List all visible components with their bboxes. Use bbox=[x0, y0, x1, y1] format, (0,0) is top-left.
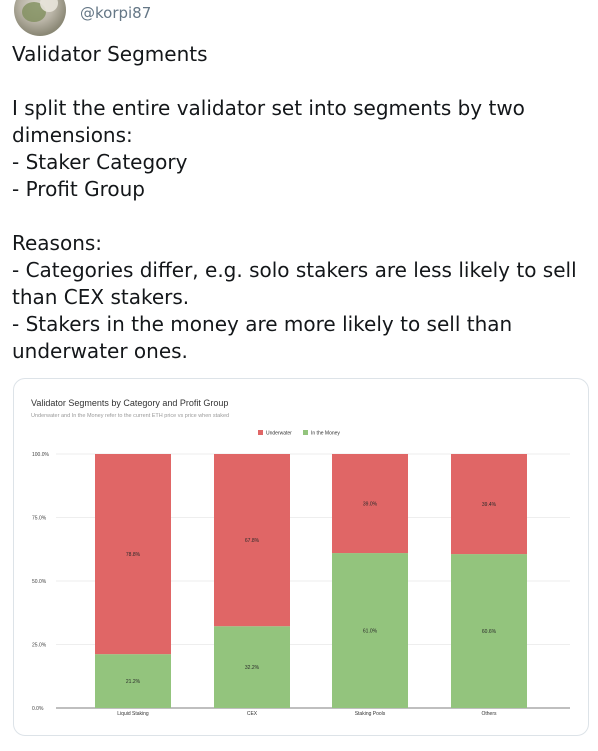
chart-legend: Underwater In the Money bbox=[258, 430, 340, 437]
stacked-bar-chart: Validator Segments by Category and Profi… bbox=[31, 398, 570, 717]
legend-label: In the Money bbox=[311, 431, 340, 437]
user-handle[interactable]: @korpi87 bbox=[80, 4, 152, 22]
data-label: 78.8% bbox=[126, 552, 141, 558]
y-tick-label: 0.0% bbox=[32, 706, 44, 712]
chart-card[interactable]: Validator Segments by Category and Profi… bbox=[13, 378, 589, 736]
legend-swatch bbox=[303, 430, 308, 435]
bar-segment bbox=[95, 454, 171, 655]
chart-bars bbox=[95, 454, 527, 708]
data-label: 21.2% bbox=[126, 679, 141, 685]
x-tick-label: Liquid Staking bbox=[117, 711, 149, 717]
y-tick-label: 50.0% bbox=[32, 579, 47, 585]
bar-segment bbox=[451, 454, 527, 555]
bar-segment bbox=[451, 554, 527, 708]
y-tick-label: 75.0% bbox=[32, 516, 47, 522]
bar-segment bbox=[214, 626, 290, 708]
bar-segment bbox=[214, 454, 290, 627]
avatar[interactable] bbox=[14, 0, 66, 36]
data-label: 67.8% bbox=[245, 538, 260, 544]
avatar-shape bbox=[40, 0, 58, 12]
data-label: 60.6% bbox=[482, 629, 497, 635]
x-tick-label: Staking Pools bbox=[355, 711, 386, 717]
x-tick-label: Others bbox=[481, 711, 497, 717]
data-label: 39.4% bbox=[482, 502, 497, 508]
y-tick-label: 25.0% bbox=[32, 643, 47, 649]
data-label: 32.2% bbox=[245, 665, 260, 671]
tweet-text: Validator Segments I split the entire va… bbox=[12, 42, 577, 363]
y-tick-label: 100.0% bbox=[32, 452, 50, 458]
bar-segment bbox=[332, 553, 408, 708]
data-label: 39.0% bbox=[363, 502, 378, 508]
chart-labels: 21.2% 78.8% Liquid Staking 32.2% 67.8% CEX 61.… bbox=[117, 502, 497, 717]
chart-title: Validator Segments by Category and Profi… bbox=[31, 398, 228, 408]
bar-segment bbox=[332, 454, 408, 554]
legend-swatch bbox=[258, 430, 263, 435]
legend-label: Underwater bbox=[266, 431, 292, 437]
chart-subtitle: Underwater and In the Money refer to the… bbox=[31, 413, 229, 419]
x-tick-label: CEX bbox=[247, 711, 258, 717]
bar-segment bbox=[95, 654, 171, 708]
data-label: 61.0% bbox=[363, 629, 378, 635]
